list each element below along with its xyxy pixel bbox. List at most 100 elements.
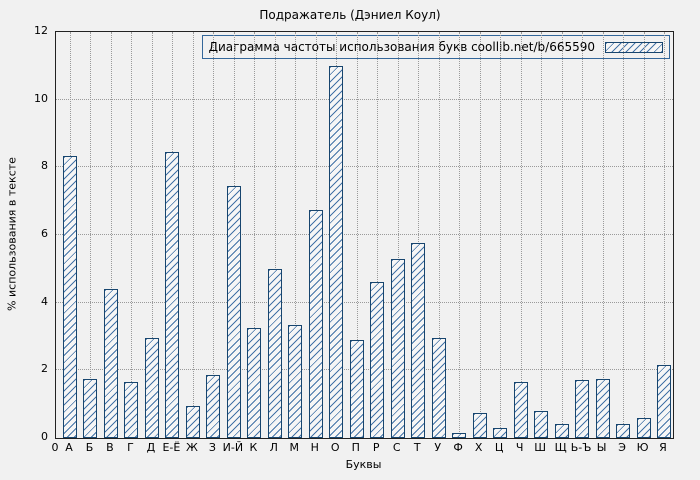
- legend-label: Диаграмма частоты использования букв coo…: [208, 40, 595, 54]
- bar-Я: [657, 365, 671, 438]
- x-tick-label: Е-Ё: [162, 441, 181, 454]
- x-tick-label: У: [434, 441, 442, 454]
- x-tick-label: Я: [659, 441, 667, 454]
- bar-Г: [124, 382, 139, 438]
- bar-Ь-Ъ: [575, 380, 590, 438]
- y-tick-label: 4: [41, 294, 48, 308]
- bar-В: [103, 289, 118, 438]
- bar-З: [206, 375, 221, 438]
- x-tick-label: К: [249, 441, 258, 454]
- x-tick-label: Ц: [494, 441, 504, 454]
- v-gridline: [90, 32, 92, 438]
- x-tick-label: Ю: [636, 441, 649, 454]
- x-tick-label: Ч: [515, 441, 524, 454]
- x-tick-label: Д: [146, 441, 156, 454]
- h-gridline: [56, 369, 673, 371]
- v-gridline: [438, 32, 440, 438]
- v-gridline: [643, 32, 645, 438]
- bar-Б: [83, 378, 98, 438]
- y-tick-label: 0: [41, 430, 48, 443]
- x-tick-label: Б: [85, 441, 94, 454]
- h-gridline: [56, 166, 673, 168]
- v-gridline: [151, 32, 153, 438]
- v-gridline: [192, 32, 194, 438]
- x-tick-label: Н: [310, 441, 319, 454]
- v-gridline: [479, 32, 481, 438]
- v-gridline: [602, 32, 604, 438]
- y-tick-label: 12: [34, 24, 48, 37]
- y-tick-label: 2: [41, 362, 48, 376]
- bar-Ш: [534, 410, 549, 438]
- x-tick-label: М: [289, 441, 300, 454]
- v-gridline: [110, 32, 112, 438]
- y-tick-label: 6: [41, 227, 48, 240]
- v-gridline: [418, 32, 420, 438]
- x-tick-label: И-Й: [222, 441, 244, 454]
- x-tick-label: Х: [474, 441, 483, 454]
- v-gridline: [459, 32, 461, 438]
- bar-Ы: [595, 378, 610, 438]
- plot-area: Диаграмма частоты использования букв coo…: [55, 31, 674, 439]
- bar-Щ: [554, 424, 569, 438]
- v-gridline: [664, 32, 665, 438]
- bar-Ж: [185, 405, 200, 438]
- bar-Ф: [452, 432, 467, 438]
- v-gridline: [377, 32, 379, 438]
- bar-Л: [267, 268, 282, 438]
- bar-Э: [616, 424, 631, 438]
- x-tick-label: О: [330, 441, 340, 454]
- bar-А: [63, 155, 77, 438]
- x-tick-label: Л: [269, 441, 278, 454]
- bar-О: [329, 65, 344, 438]
- x-tick-label: Т: [413, 441, 421, 454]
- h-gridline: [56, 234, 673, 235]
- v-gridline: [356, 32, 358, 438]
- x-tick-label: А: [65, 441, 73, 454]
- x-tick-label: Ы: [596, 441, 607, 454]
- x-tick-label: Э: [618, 441, 626, 454]
- legend: Диаграмма частоты использования букв coo…: [201, 35, 670, 59]
- y-tick-label: 8: [41, 159, 48, 173]
- v-gridline: [582, 32, 584, 438]
- bar-С: [390, 258, 405, 438]
- v-gridline: [131, 32, 133, 438]
- v-gridline: [520, 32, 522, 438]
- bar-У: [431, 338, 446, 438]
- x-axis-label: Буквы: [345, 458, 382, 471]
- v-gridline: [254, 32, 256, 438]
- x-tick-label: З: [208, 441, 216, 454]
- chart-title: Подражатель (Дэниел Коул): [259, 8, 441, 22]
- bar-И-Й: [226, 185, 241, 438]
- bar-Ц: [493, 427, 508, 438]
- legend-swatch: [605, 41, 663, 53]
- x-origin-tick-label: 0: [51, 441, 59, 454]
- y-tick-label: 10: [34, 91, 48, 105]
- bar-Х: [472, 412, 487, 438]
- v-gridline: [213, 32, 215, 438]
- bar-Ю: [636, 417, 651, 438]
- x-tick-label: Р: [372, 441, 380, 454]
- x-tick-label: П: [351, 441, 360, 454]
- v-gridline: [623, 32, 625, 438]
- bar-Т: [411, 243, 426, 438]
- bar-Д: [144, 338, 159, 438]
- x-tick-label: В: [106, 441, 114, 454]
- v-gridline: [500, 32, 502, 438]
- bar-К: [247, 328, 262, 438]
- x-tick-label: Щ: [554, 441, 567, 454]
- v-gridline: [541, 32, 543, 438]
- bar-Н: [308, 209, 323, 438]
- bar-П: [349, 339, 364, 438]
- v-gridline: [274, 32, 276, 438]
- h-gridline: [56, 98, 673, 100]
- v-gridline: [561, 32, 563, 438]
- h-gridline: [56, 301, 673, 303]
- x-tick-label: Ф: [453, 441, 463, 454]
- bar-Е-Ё: [165, 152, 180, 438]
- x-tick-label: Г: [127, 441, 134, 454]
- x-tick-label: С: [392, 441, 401, 454]
- v-gridline: [397, 32, 399, 438]
- x-tick-label: Ж: [185, 441, 198, 454]
- x-tick-label: Ь-Ъ: [570, 441, 592, 454]
